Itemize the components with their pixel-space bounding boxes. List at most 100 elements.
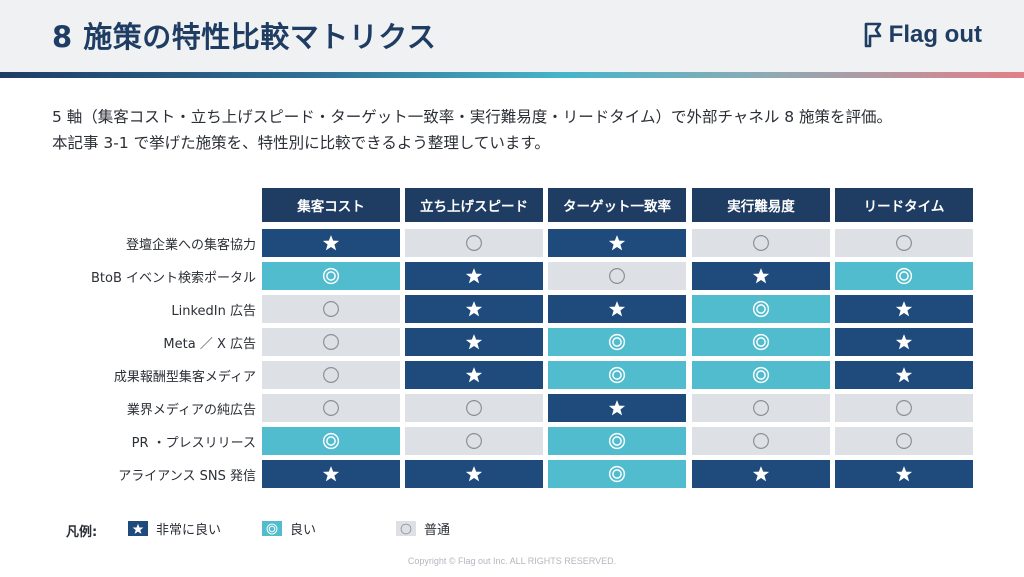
legend-item-normal: 普通 (396, 519, 450, 538)
row-label: 業界メディアの純広告 (126, 402, 256, 418)
circle-icon (896, 235, 912, 251)
star-icon (465, 367, 483, 383)
rating-cell-normal (262, 361, 400, 389)
legend-label: 普通 (424, 523, 451, 538)
rating-cell-normal (835, 229, 973, 257)
row-label: BtoB イベント検索ポータル (90, 270, 256, 286)
logo: Flag out (863, 19, 982, 51)
rating-cell-normal (835, 394, 973, 422)
column-header: 実行難易度 (692, 188, 830, 222)
double-circle-icon (895, 267, 913, 285)
double-circle-icon (752, 366, 770, 384)
legend-swatch (128, 521, 148, 536)
double-circle-icon (266, 523, 278, 534)
star-icon (465, 301, 483, 317)
intro-line-1: 5 軸（集客コスト・立ち上げスピード・ターゲット一致率・実行難易度・リードタイム… (52, 108, 893, 126)
double-circle-icon (322, 432, 340, 450)
circle-icon (323, 301, 339, 317)
flag-icon (864, 22, 881, 48)
double-circle-icon (608, 366, 626, 384)
legend-title: 凡例: (66, 525, 98, 540)
legend-label: 良い (290, 523, 317, 538)
double-circle-icon (608, 432, 626, 450)
row-label: アライアンス SNS 発信 (118, 468, 256, 484)
rating-cell-star (405, 328, 543, 356)
rating-cell-star (548, 394, 686, 422)
rating-cell-good (692, 328, 830, 356)
rating-cell-normal (262, 295, 400, 323)
star-icon (895, 466, 913, 482)
legend-item-good: 良い (262, 519, 316, 538)
double-circle-icon (608, 465, 626, 483)
rating-cell-star (262, 460, 400, 488)
double-circle-icon (752, 300, 770, 318)
rating-cell-star (692, 460, 830, 488)
gradient-divider (0, 72, 1024, 78)
rating-cell-good (835, 262, 973, 290)
rating-cell-star (835, 328, 973, 356)
intro-line-2: 本記事 3-1 で挙げた施策を、特性別に比較できるよう整理しています。 (52, 134, 550, 152)
rating-cell-good (548, 427, 686, 455)
rating-cell-star (405, 295, 543, 323)
rating-cell-star (692, 262, 830, 290)
copyright-footer: Copyright © Flag out Inc. ALL RIGHTS RES… (407, 556, 617, 566)
rating-cell-normal (692, 394, 830, 422)
rating-cell-star (548, 229, 686, 257)
rating-cell-normal (692, 427, 830, 455)
star-icon (752, 466, 770, 482)
page-title: 8 施策の特性比較マトリクス (52, 20, 437, 54)
star-icon (895, 334, 913, 350)
legend-swatch (262, 521, 282, 536)
header-bar: 8 施策の特性比較マトリクス Flag out (0, 0, 1024, 72)
circle-icon (466, 400, 482, 416)
circle-icon (323, 400, 339, 416)
star-icon (322, 466, 340, 482)
rating-cell-star (405, 262, 543, 290)
rating-cell-good (692, 361, 830, 389)
star-icon (132, 523, 144, 534)
rating-cell-star (835, 460, 973, 488)
legend-swatch (396, 521, 416, 536)
legend-item-star: 非常に良い (128, 519, 221, 538)
row-label: Meta ／ X 広告 (163, 336, 256, 352)
column-header: 集客コスト (262, 188, 400, 222)
row-label: PR ・プレスリリース (131, 435, 256, 451)
rating-cell-good (548, 361, 686, 389)
circle-icon (466, 433, 482, 449)
rating-cell-good (548, 328, 686, 356)
rating-cell-star (405, 460, 543, 488)
column-header: 立ち上げスピード (405, 188, 543, 222)
rating-cell-normal (405, 394, 543, 422)
circle-icon (896, 433, 912, 449)
row-label: LinkedIn 広告 (171, 303, 256, 319)
double-circle-icon (608, 333, 626, 351)
circle-icon (753, 433, 769, 449)
circle-icon (323, 367, 339, 383)
rating-cell-star (835, 295, 973, 323)
star-icon (895, 367, 913, 383)
rating-cell-star (835, 361, 973, 389)
rating-cell-normal (405, 229, 543, 257)
rating-cell-normal (835, 427, 973, 455)
row-label: 登壇企業への集客協力 (125, 237, 256, 253)
circle-icon (609, 268, 625, 284)
rating-cell-star (548, 295, 686, 323)
circle-icon (753, 235, 769, 251)
rating-cell-good (692, 295, 830, 323)
rating-cell-normal (405, 427, 543, 455)
double-circle-icon (752, 333, 770, 351)
rating-cell-star (405, 361, 543, 389)
rating-cell-good (262, 262, 400, 290)
star-icon (752, 268, 770, 284)
circle-icon (896, 400, 912, 416)
rating-cell-normal (548, 262, 686, 290)
column-header: ターゲット一致率 (548, 188, 686, 222)
column-header: リードタイム (835, 188, 973, 222)
circle-icon (323, 334, 339, 350)
double-circle-icon (322, 267, 340, 285)
rating-cell-normal (692, 229, 830, 257)
intro-text: 5 軸（集客コスト・立ち上げスピード・ターゲット一致率・実行難易度・リードタイム… (52, 104, 992, 156)
rating-cell-normal (262, 328, 400, 356)
rating-cell-normal (262, 394, 400, 422)
star-icon (608, 301, 626, 317)
